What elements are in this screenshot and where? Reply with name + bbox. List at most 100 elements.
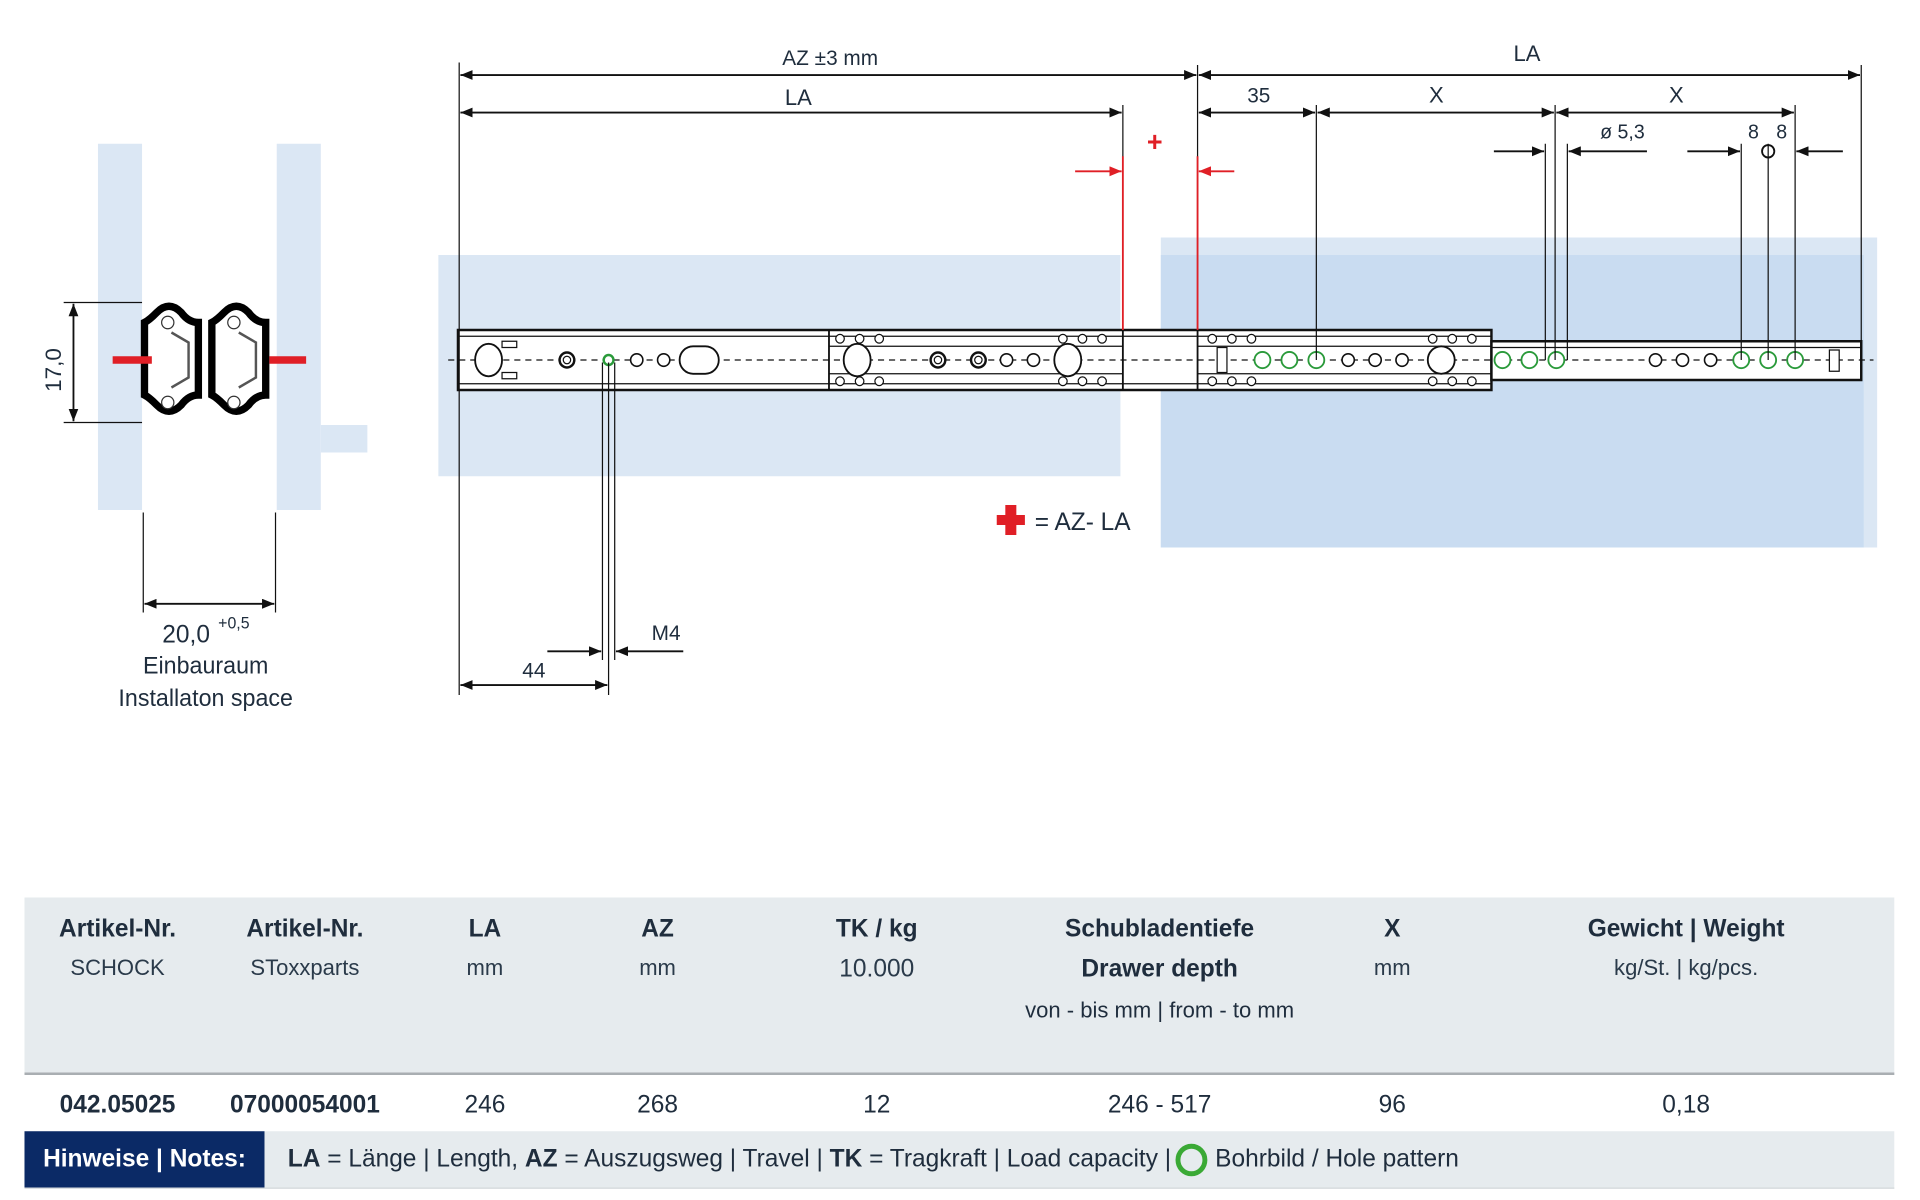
plus-label: + (1147, 126, 1163, 157)
bearing-ball (1097, 376, 1107, 387)
oval-hole (842, 342, 872, 378)
header-sub: SCHOCK (70, 955, 165, 980)
bearing-ball (854, 333, 865, 344)
header-sub: mm (639, 955, 676, 980)
hole (1026, 352, 1041, 368)
header-title: Gewicht | Weight (1587, 915, 1785, 943)
hole-pattern-hole (1547, 350, 1566, 370)
tk-text: = Tragkraft | Load capacity | (862, 1145, 1172, 1173)
table-header: Artikel-Nr. SCHOCK Artikel-Nr. SToxxparts LA… (24, 897, 1895, 1075)
az-minus-la-marker: + (1075, 126, 1235, 330)
bearing-ball (1427, 376, 1438, 387)
hole (999, 352, 1014, 368)
tab (501, 340, 518, 349)
bearing-ball (1207, 376, 1218, 387)
notes-label: Hinweise | Notes: (24, 1131, 265, 1188)
header-title: X (1384, 915, 1401, 943)
bearing-ball (854, 376, 865, 387)
slot-hole (678, 345, 720, 375)
header-title: LA (468, 915, 502, 943)
notes-bar: Hinweise | Notes: LA = Länge | Length, A… (24, 1131, 1895, 1189)
bearing-ball (1447, 376, 1458, 387)
bearing-ball (1097, 333, 1107, 344)
x-label-2: X (1669, 82, 1684, 107)
la-label: LA (785, 85, 812, 110)
hole (929, 351, 947, 369)
bearing-ball (1226, 333, 1237, 344)
hole (558, 351, 576, 369)
hole-pattern-hole (1253, 350, 1272, 370)
dimension-lines (460, 70, 1861, 690)
install-label-de: Einbauraum (143, 653, 268, 679)
bearing-ball (1207, 333, 1218, 344)
table-cell: 268 (637, 1091, 678, 1119)
bearing-ball (1427, 333, 1438, 344)
dim-height-label: 17,0 (41, 348, 66, 392)
bearing-ball (1246, 376, 1257, 387)
az-key: AZ (524, 1145, 558, 1173)
hole-pattern-icon (1175, 1143, 1208, 1176)
bearing-ball (1226, 376, 1237, 387)
slide-rail (448, 328, 1874, 392)
bearing-ball (1077, 333, 1088, 344)
hole (1675, 352, 1690, 368)
bearing-ball (1077, 376, 1088, 387)
header-title: Artikel-Nr. (59, 915, 177, 943)
table-cell: 96 (1378, 1091, 1406, 1119)
spacing-8-label-b: 8 (1776, 122, 1787, 144)
tk-key: TK (829, 1145, 863, 1173)
table-cell: 07000054001 (229, 1091, 380, 1119)
bearing-ball (1057, 333, 1068, 344)
bearing-ball (874, 376, 885, 387)
az-dimension-label: AZ ±3 mm (782, 47, 878, 70)
hole-text: Bohrbild / Hole pattern (1215, 1145, 1459, 1173)
header-sub: Drawer depth (1081, 955, 1238, 983)
keyhole (1426, 345, 1456, 375)
m4-label: M4 (652, 622, 681, 645)
hole-pattern-hole (1520, 350, 1539, 370)
hole (1703, 352, 1718, 368)
hole-pattern-hole (1493, 350, 1512, 370)
stop (1216, 346, 1228, 374)
header-title: Schubladentiefe (1065, 915, 1255, 943)
bearing-ball (1057, 376, 1068, 387)
az-text: = Auszugsweg | Travel | (557, 1145, 830, 1173)
header-title: Artikel-Nr. (246, 915, 364, 943)
la-key: LA (287, 1145, 321, 1173)
tab (501, 371, 518, 380)
header-sub2: von - bis mm | from - to mm (1025, 997, 1295, 1023)
bearing-ball (874, 333, 885, 344)
oval-hole (474, 342, 503, 378)
table-cell: 12 (863, 1091, 891, 1119)
install-label-en: Installaton space (118, 685, 293, 711)
hole (1368, 352, 1383, 368)
table-cell: 246 - 517 (1107, 1091, 1212, 1119)
hole (656, 352, 671, 368)
header-sub: kg/St. | kg/pcs. (1614, 955, 1759, 980)
hole (629, 352, 644, 368)
bearing-ball (835, 333, 845, 344)
x-label-1: X (1429, 82, 1444, 107)
cross-section: 17,0 20,0 +0,5 Einbauraum Installaton sp… (41, 143, 368, 711)
bearing-ball (1447, 333, 1458, 344)
oval-hole (1053, 342, 1083, 378)
diameter-label: ø 5,3 (1600, 122, 1645, 144)
header-sub: 10.000 (839, 955, 915, 983)
spacing-8-label-a: 8 (1748, 122, 1759, 144)
hole (933, 355, 943, 365)
la-text: = Länge | Length, (320, 1145, 525, 1173)
dim-width-label: 20,0 (162, 621, 210, 648)
stop (1828, 349, 1840, 372)
table-cell: 246 (464, 1091, 506, 1119)
bearing-ball (835, 376, 845, 387)
dim-44-label: 44 (522, 659, 545, 682)
bearing-ball (1246, 333, 1257, 344)
dim-35-label: 35 (1247, 84, 1270, 107)
hole (974, 355, 983, 365)
header-sub: mm (466, 955, 504, 980)
technical-drawing: 17,0 20,0 +0,5 Einbauraum Installaton sp… (41, 41, 1878, 711)
table-cell: 0,18 (1662, 1091, 1710, 1119)
bearing-ball (1466, 376, 1477, 387)
header-sub: mm (1373, 955, 1411, 980)
